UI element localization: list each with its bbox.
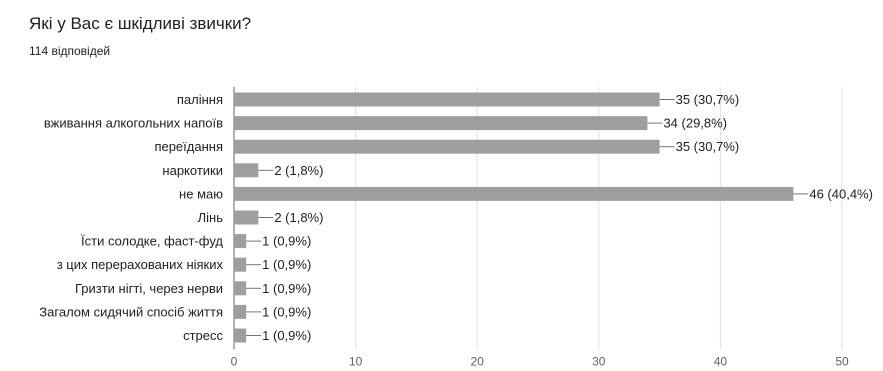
data-label: 2 (1,8%) [274, 163, 323, 178]
bar [234, 163, 259, 178]
data-label: 1 (0,9%) [262, 328, 311, 343]
data-label: 2 (1,8%) [274, 210, 323, 225]
category-label: Загалом сидячий спосіб життя [39, 304, 223, 319]
category-label: Їсти солодке, фаст-фуд [81, 234, 223, 249]
bar [234, 257, 247, 272]
bar [234, 92, 660, 107]
data-label: 35 (30,7%) [676, 92, 740, 107]
x-tick-label: 10 [349, 354, 363, 368]
bar [234, 281, 247, 296]
bar [234, 328, 247, 343]
x-tick-label: 40 [714, 354, 728, 368]
x-tick-label: 0 [231, 354, 238, 368]
category-label: паління [177, 92, 223, 107]
x-tick-label: 20 [471, 354, 485, 368]
bar [234, 186, 794, 201]
x-tick-label: 50 [835, 354, 849, 368]
x-tick-label: 30 [592, 354, 606, 368]
bar [234, 210, 259, 225]
bar [234, 304, 247, 319]
category-label: наркотики [162, 163, 223, 178]
bar [234, 139, 660, 154]
category-label: Лінь [198, 210, 224, 225]
bar [234, 116, 648, 131]
category-label: стресс [183, 328, 223, 343]
data-label: 46 (40,4%) [809, 186, 873, 201]
data-label: 1 (0,9%) [262, 257, 311, 272]
category-label: вживання алкогольних напоїв [44, 116, 223, 131]
response-count: 114 відповідей [29, 44, 111, 58]
category-label: Гризти нігті, через нерви [75, 281, 223, 296]
data-label: 34 (29,8%) [663, 116, 727, 131]
category-label: не маю [179, 186, 223, 201]
bar [234, 234, 247, 249]
category-label: переїдання [154, 139, 223, 154]
data-label: 1 (0,9%) [262, 304, 311, 319]
data-label: 1 (0,9%) [262, 281, 311, 296]
data-label: 1 (0,9%) [262, 234, 311, 249]
chart-title: Які у Вас є шкідливі звички? [29, 14, 252, 33]
category-label: з цих перерахованих ніяких [57, 257, 224, 272]
data-label: 35 (30,7%) [676, 139, 740, 154]
